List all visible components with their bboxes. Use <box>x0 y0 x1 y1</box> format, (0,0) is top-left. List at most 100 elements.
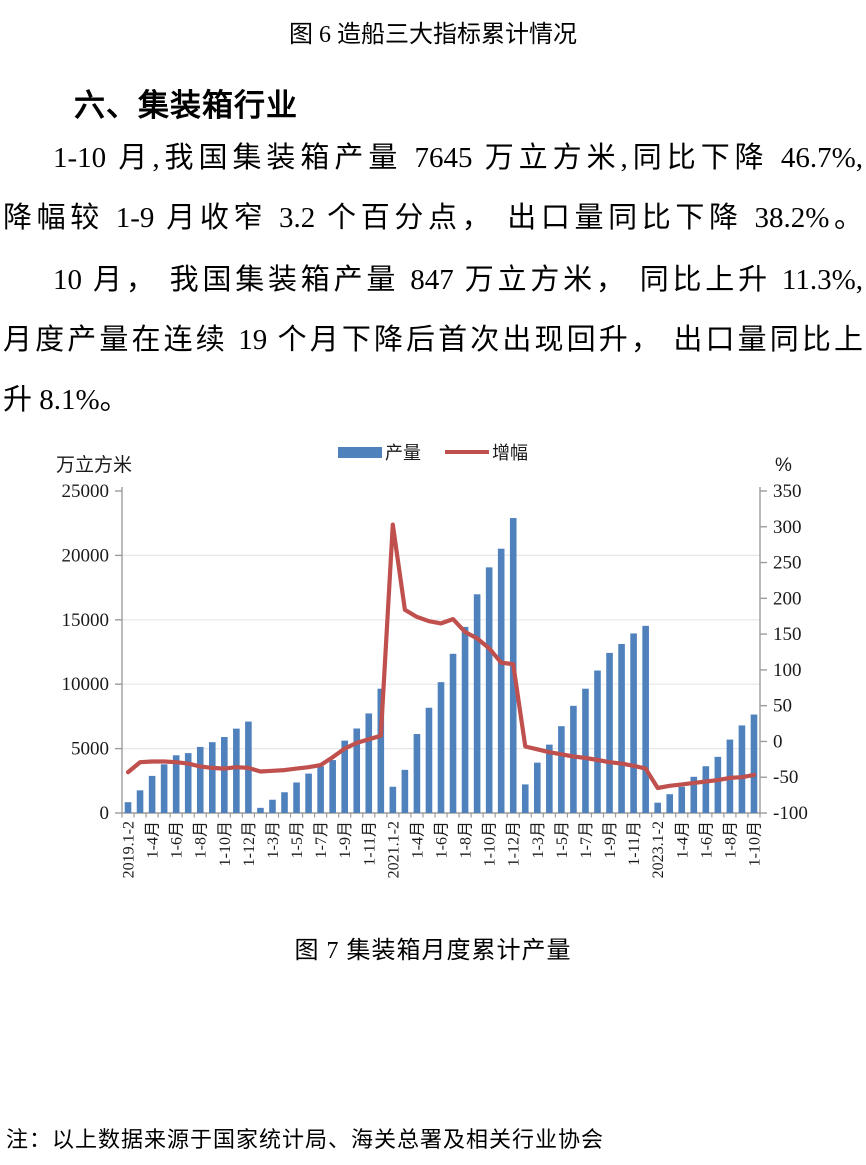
legend-item-growth: 增幅 <box>445 439 528 465</box>
left-axis-tick-label: 5000 <box>71 739 109 760</box>
production-bar <box>485 567 493 813</box>
growth-line <box>125 522 757 791</box>
production-bar <box>329 760 336 813</box>
paragraph2-line2: 月度产量在连续 19 个月下降后首次出现回升， 出口量同比上 <box>3 324 863 356</box>
data-source-footnote: 注：以上数据来源于国家统计局、海关总署及相关行业协会 <box>6 1127 605 1152</box>
right-axis-tick-label: 250 <box>773 553 802 574</box>
left-axis-tick-label: 25000 <box>62 481 110 502</box>
x-axis-category-label: 1-10月 <box>217 821 234 866</box>
production-bar <box>389 786 397 813</box>
right-axis-tick-label: 200 <box>773 588 802 609</box>
production-bar <box>425 707 433 813</box>
production-bar <box>594 670 601 813</box>
production-bar <box>233 728 240 813</box>
right-axis-tick-label: 300 <box>773 517 802 538</box>
production-bar <box>160 764 168 813</box>
container-output-chart: 产量 增幅 0 5000 10000 15000 20000 25000 -100 -50 0 5… <box>0 438 866 910</box>
x-axis-category-label: 1-3月 <box>265 821 282 858</box>
production-bar <box>449 653 457 813</box>
x-axis-category-label: 1-8月 <box>722 821 739 858</box>
production-bar <box>341 740 348 813</box>
x-axis-category-label: 1-8月 <box>458 821 475 858</box>
right-axis-tick-label: 350 <box>773 481 802 502</box>
production-bar <box>654 802 661 813</box>
x-axis-category-label: 1-9月 <box>337 821 354 858</box>
production-bar <box>172 755 180 813</box>
figure6-caption: 图 6 造船三大指标累计情况 <box>289 22 577 48</box>
x-axis-category-label: 1-4月 <box>145 821 162 858</box>
production-bar <box>293 782 300 813</box>
paragraph1-line1: 1-10 月,我国集装箱产量 7645 万立方米,同比下降 46.7%, <box>53 142 863 174</box>
production-bar <box>606 652 613 813</box>
production-bar <box>184 753 192 813</box>
production-bar <box>377 688 385 813</box>
x-axis-category-label: 2023.1-2 <box>650 821 667 878</box>
production-bar <box>473 594 481 813</box>
x-axis-category-label: 1-7月 <box>313 821 330 858</box>
x-axis-category-label: 1-12月 <box>506 821 523 866</box>
production-bar <box>642 625 649 813</box>
production-bar <box>714 756 722 813</box>
x-axis-category-label: 1-6月 <box>169 821 186 858</box>
left-axis-tick-label: 0 <box>100 803 110 824</box>
section-heading: 六、集装箱行业 <box>74 88 298 123</box>
production-bar <box>702 766 710 813</box>
production-bar <box>257 807 264 813</box>
x-axis-category-label: 1-6月 <box>434 821 451 858</box>
legend-label-production: 产量 <box>385 443 421 463</box>
production-bar <box>558 726 565 813</box>
x-axis-category-label: 1-7月 <box>578 821 595 858</box>
production-bar <box>413 734 421 813</box>
x-axis-category-label: 1-3月 <box>530 821 547 858</box>
production-bar <box>136 790 144 813</box>
x-axis-category-label: 1-4月 <box>674 821 691 858</box>
right-axis-tick-label: 50 <box>773 696 792 717</box>
production-bar <box>534 762 541 813</box>
production-bar <box>208 742 216 813</box>
production-bar <box>317 766 324 813</box>
x-axis-category-label: 1-12月 <box>241 821 258 866</box>
paragraph2-line1: 10 月， 我国集装箱产量 847 万立方米， 同比上升 11.3%, <box>53 264 863 296</box>
production-bar <box>124 802 132 813</box>
production-bar <box>221 737 228 813</box>
production-bar <box>269 799 276 813</box>
production-bar <box>353 728 361 813</box>
right-axis-tick-label: 0 <box>773 731 783 752</box>
production-bar <box>750 714 758 813</box>
production-bar <box>618 644 625 813</box>
production-bar <box>738 725 746 813</box>
x-axis-category-label: 2019.1-2 <box>121 821 138 878</box>
paragraph1-line2: 降幅较 1-9 月收窄 3.2 个百分点， 出口量同比下降 38.2%。 <box>3 202 863 234</box>
production-bar <box>521 784 529 813</box>
combo-chart-svg: 0 5000 10000 15000 20000 25000 -100 -50 0 50 100 15… <box>56 454 808 878</box>
left-axis-tick-label: 15000 <box>62 610 110 631</box>
figure7-caption: 图 7 集装箱月度累计产量 <box>294 938 572 964</box>
x-axis-category-label: 1-5月 <box>289 821 306 858</box>
production-bar <box>148 775 156 813</box>
legend-item-production: 产量 <box>338 439 421 465</box>
x-axis-category-label: 1-8月 <box>193 821 210 858</box>
production-bar <box>196 746 204 813</box>
x-axis-category-label: 1-10月 <box>747 821 764 866</box>
production-bar <box>365 713 373 813</box>
x-axis-category-label: 2021.1-2 <box>385 821 402 878</box>
x-axis-category-label: 1-4月 <box>409 821 426 858</box>
production-bar <box>570 705 577 813</box>
right-axis-tick-label: -50 <box>773 767 798 788</box>
left-axis-title: 万立方米 <box>56 454 132 476</box>
x-axis-category-label: 1-11月 <box>626 821 643 866</box>
x-axis-category-label: 1-6月 <box>698 821 715 858</box>
left-axis-tick-label: 20000 <box>62 545 110 566</box>
right-axis-title: % <box>775 455 792 476</box>
production-bar <box>546 744 553 813</box>
production-bar <box>305 773 312 813</box>
paragraph2-line3: 升 8.1%。 <box>3 384 129 416</box>
right-axis-tick-label: 100 <box>773 660 802 681</box>
production-bar <box>497 548 505 813</box>
production-bar <box>582 688 589 813</box>
production-bar <box>401 769 409 813</box>
left-axis-tick-label: 10000 <box>62 674 110 695</box>
x-axis-category-label: 1-5月 <box>554 821 571 858</box>
right-axis-tick-label: 150 <box>773 624 802 645</box>
